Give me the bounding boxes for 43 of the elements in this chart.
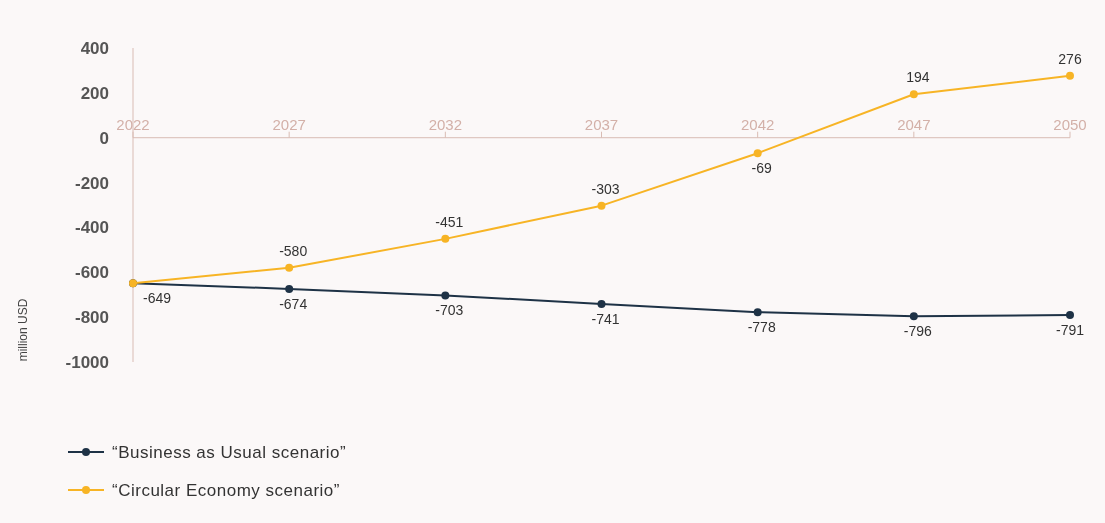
x-tick-label: 2032 <box>428 115 463 133</box>
data-label: -580 <box>279 242 308 259</box>
x-tick-label: 2042 <box>740 115 775 133</box>
x-tick-label: 2022 <box>116 115 150 133</box>
x-tick-label: 2050 <box>1053 115 1087 133</box>
y-tick-label: -600 <box>74 263 109 283</box>
point <box>597 201 606 210</box>
data-label: 276 <box>1058 50 1082 67</box>
data-label: -451 <box>435 213 464 230</box>
data-label: -741 <box>591 310 620 327</box>
data-label: 194 <box>906 69 930 86</box>
legend-label: “Circular Economy scenario” <box>112 481 340 500</box>
point <box>1066 311 1074 320</box>
point <box>441 234 450 243</box>
point <box>285 263 294 272</box>
point <box>1066 71 1074 80</box>
data-label: -796 <box>903 323 933 340</box>
y-tick-label: 0 <box>99 128 109 148</box>
y-tick-label: 400 <box>80 39 109 58</box>
point <box>909 312 918 321</box>
point <box>441 291 450 300</box>
data-label: -303 <box>591 180 620 197</box>
y-tick-label: -800 <box>74 308 109 328</box>
point <box>753 308 762 317</box>
data-label: -703 <box>435 302 464 319</box>
data-label: -69 <box>751 160 772 177</box>
y-tick-label: -400 <box>74 218 109 238</box>
point <box>285 284 294 293</box>
y-axis-title: million USD <box>16 298 30 362</box>
y-tick-label: -1000 <box>65 353 109 372</box>
x-tick-label: 2037 <box>584 115 619 133</box>
data-label: -649 <box>142 290 172 307</box>
point <box>909 90 918 99</box>
x-tick-label: 2027 <box>272 115 306 133</box>
y-tick-label: 200 <box>80 83 109 103</box>
data-label: -791 <box>1055 322 1085 339</box>
x-tick-label: 2047 <box>897 115 931 133</box>
point <box>597 299 606 308</box>
legend-label: “Business as Usual scenario” <box>112 443 347 462</box>
data-label: -778 <box>747 319 776 336</box>
point <box>753 149 762 158</box>
data-label: -674 <box>279 295 308 312</box>
y-tick-label: -200 <box>74 173 109 193</box>
